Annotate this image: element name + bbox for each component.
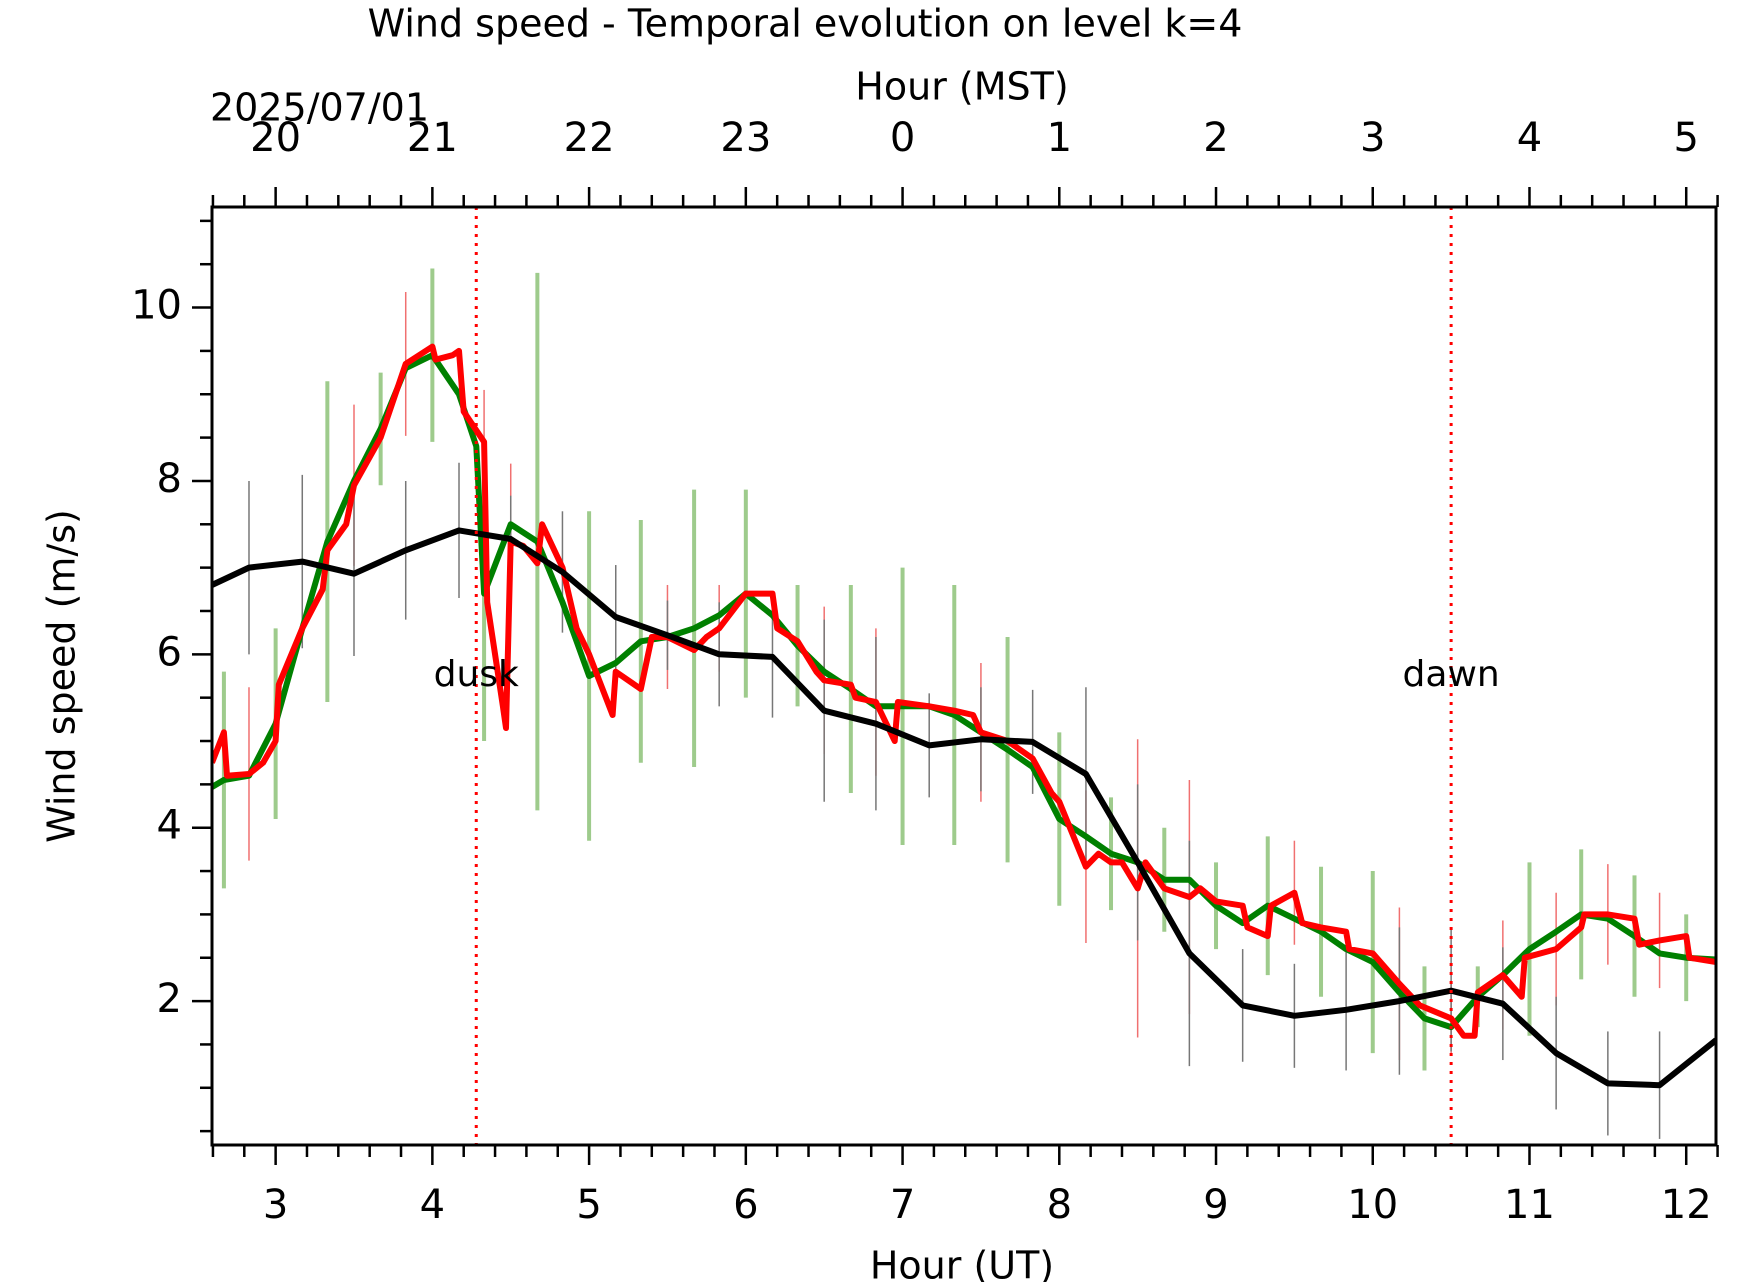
x2-tick-label: 23 xyxy=(720,115,771,161)
x2-tick-label: 4 xyxy=(1517,115,1542,161)
x-tick-label: 12 xyxy=(1661,1182,1712,1228)
annotation-label: dawn xyxy=(1403,654,1500,695)
y-axis-label: Wind speed (m/s) xyxy=(40,509,84,843)
series-line xyxy=(212,343,1716,1039)
x-tick-label: 3 xyxy=(263,1182,288,1228)
chart-title: Wind speed - Temporal evolution on level… xyxy=(368,2,1243,46)
x2-tick-label: 20 xyxy=(250,115,301,161)
date-label: 2025/07/01 xyxy=(210,86,429,130)
plot-frame xyxy=(210,205,1718,1147)
x-tick-label: 8 xyxy=(1047,1182,1072,1228)
annotation-label: dusk xyxy=(434,654,519,695)
x2-tick-label: 2 xyxy=(1203,115,1228,161)
x-tick-label: 7 xyxy=(890,1182,915,1228)
y-tick-label: 2 xyxy=(157,976,182,1022)
series-line xyxy=(212,527,1716,1089)
x-tick-label: 5 xyxy=(576,1182,601,1228)
y-tick-label: 8 xyxy=(157,456,182,502)
x-axis-label: Hour (UT) xyxy=(870,1244,1054,1282)
x-tick-label: 11 xyxy=(1504,1182,1555,1228)
x-tick-label: 10 xyxy=(1347,1182,1398,1228)
y-tick-label: 10 xyxy=(131,283,182,329)
x-tick-label: 6 xyxy=(733,1182,758,1228)
x2-tick-label: 3 xyxy=(1360,115,1385,161)
y-tick-label: 6 xyxy=(157,629,182,675)
x-tick-label: 9 xyxy=(1203,1182,1228,1228)
x2-tick-label: 21 xyxy=(407,115,458,161)
x-tick-label: 4 xyxy=(420,1182,445,1228)
x2-axis-label: Hour (MST) xyxy=(855,65,1068,109)
x2-tick-label: 0 xyxy=(890,115,915,161)
plot-area xyxy=(212,268,1716,1139)
x2-tick-label: 1 xyxy=(1047,115,1072,161)
x2-tick-label: 5 xyxy=(1673,115,1698,161)
x2-tick-label: 22 xyxy=(564,115,615,161)
y-tick-label: 4 xyxy=(157,803,182,849)
